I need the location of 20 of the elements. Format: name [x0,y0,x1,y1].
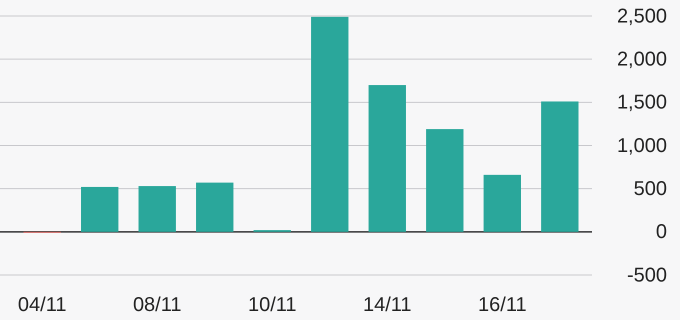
y-tick-label: 1,500 [616,92,667,114]
y-tick-label: 0 [656,221,667,244]
bar [426,129,464,232]
x-tick-label: 04/11 [18,294,66,316]
bar [311,16,348,232]
y-tick-label: 500 [634,178,667,200]
x-tick-label: 08/11 [132,294,182,316]
bar [81,186,118,232]
bar [368,85,406,232]
y-tick-label: 1,000 [616,134,667,157]
y-tick-label: 2,000 [616,48,667,71]
bar [196,182,234,232]
x-tick-label: 14/11 [362,294,412,316]
y-tick-label: -500 [626,264,667,286]
x-tick-label: 16/11 [478,294,527,316]
bar [541,101,578,232]
y-tick-label: 2,500 [616,5,667,28]
bar [484,174,521,232]
x-tick-label: 10/11 [248,294,297,316]
bar [138,186,176,232]
